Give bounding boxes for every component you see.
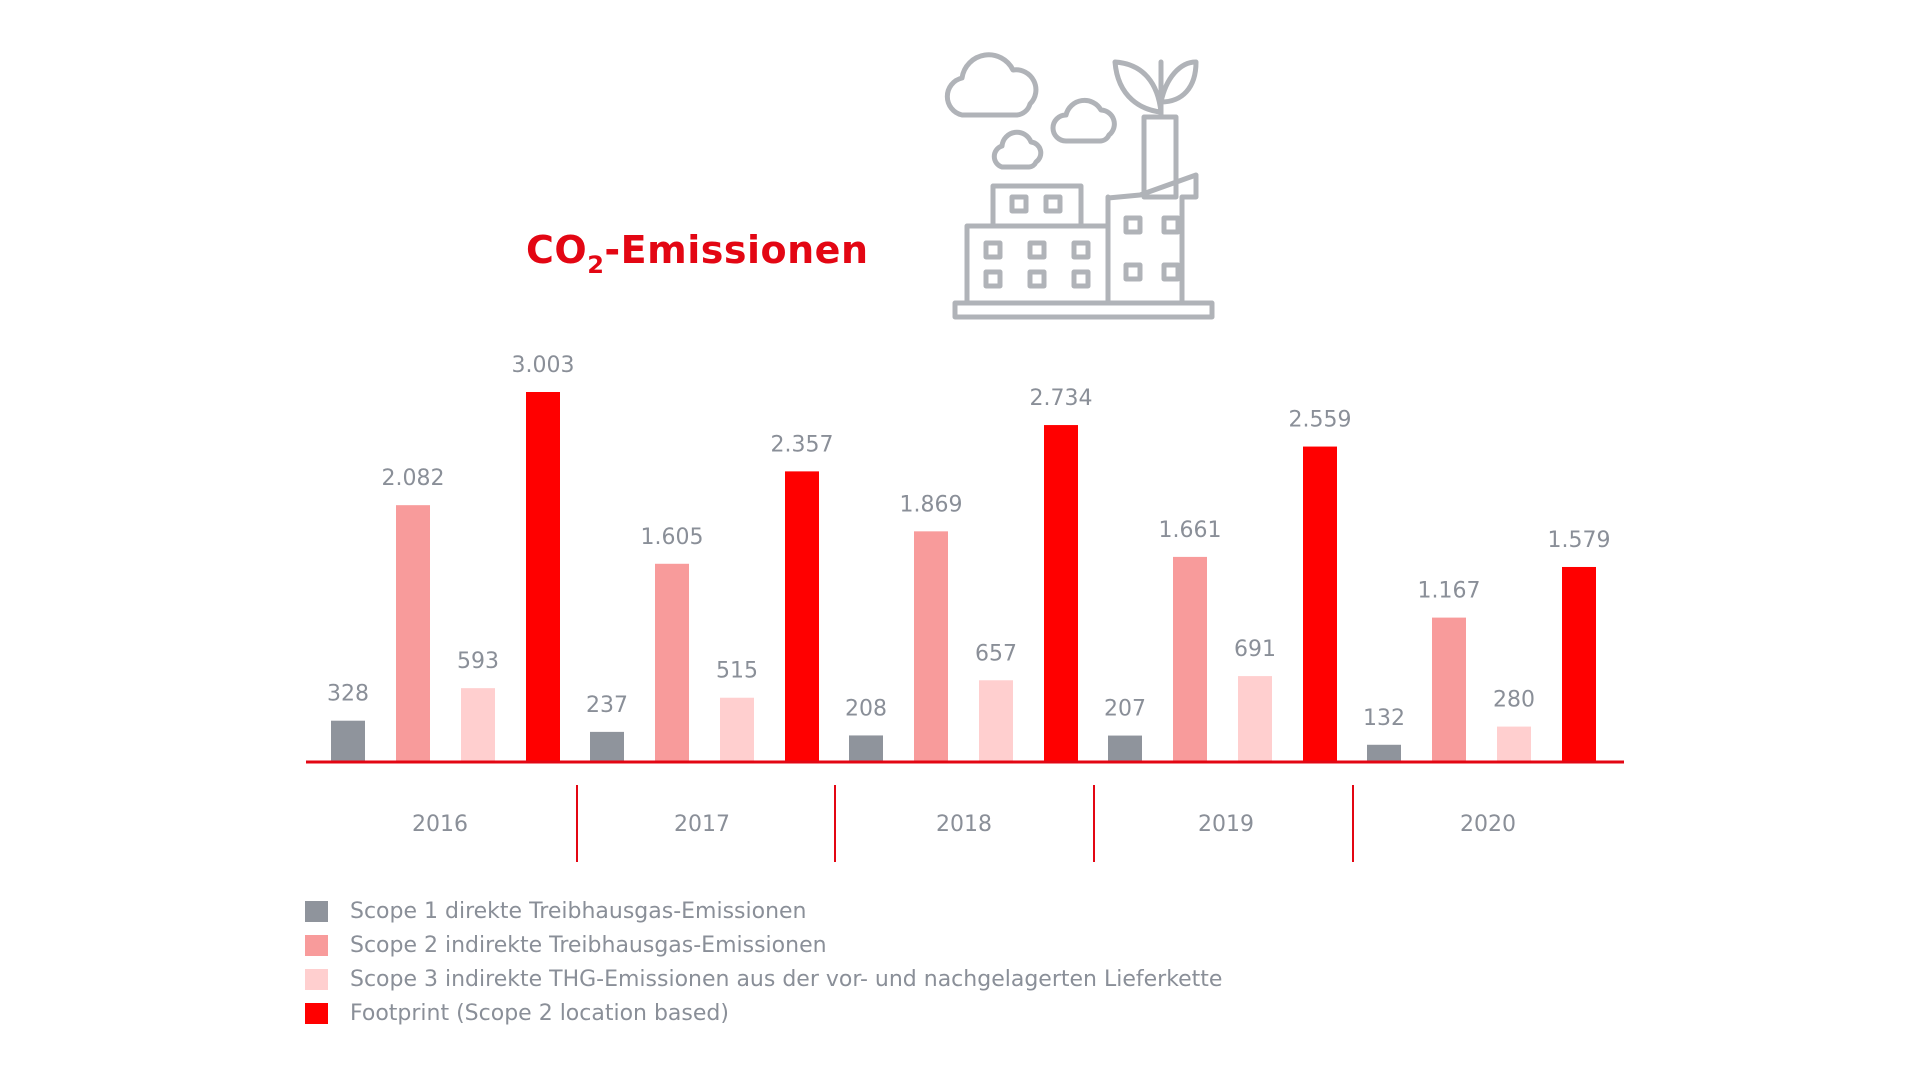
bar-scope1-2017 — [590, 731, 624, 761]
bar-footprint-2020 — [1562, 566, 1596, 761]
bar-scope1-2018 — [849, 735, 883, 761]
legend-swatch-footprint — [305, 1002, 328, 1024]
bar-scope3-2019 — [1238, 676, 1272, 761]
bar-scope3-2018 — [979, 680, 1013, 761]
legend-label-scope1: Scope 1 direkte Treibhausgas-Emissionen — [350, 898, 807, 924]
bar-scope1-2016 — [331, 720, 365, 761]
bar-scope2-2016 — [396, 505, 430, 761]
legend-swatch-scope2 — [305, 934, 328, 956]
x-tick-label-2018: 2018 — [936, 812, 992, 837]
data-label-scope1-2018: 208 — [845, 696, 887, 721]
data-label-scope1-2016: 328 — [327, 682, 369, 707]
data-label-footprint-2020: 1.579 — [1548, 528, 1611, 553]
bar-footprint-2019 — [1303, 446, 1337, 761]
legend-item-scope2: Scope 2 indirekte Treibhausgas-Emissione… — [305, 928, 1222, 962]
x-tick-label-2017: 2017 — [674, 812, 730, 837]
data-label-scope3-2017: 515 — [716, 659, 758, 684]
data-label-footprint-2018: 2.734 — [1030, 386, 1093, 411]
bar-scope2-2020 — [1432, 617, 1466, 761]
cloud-icon — [991, 129, 1044, 170]
data-label-scope3-2019: 691 — [1234, 637, 1276, 662]
x-tick-label-2016: 2016 — [412, 812, 468, 837]
legend-item-footprint: Footprint (Scope 2 location based) — [305, 996, 1222, 1030]
legend-item-scope1: Scope 1 direkte Treibhausgas-Emissionen — [305, 894, 1222, 928]
legend: Scope 1 direkte Treibhausgas-Emissionen … — [305, 894, 1222, 1030]
bar-footprint-2018 — [1044, 425, 1078, 761]
legend-swatch-scope3 — [305, 968, 328, 990]
bar-scope2-2017 — [655, 563, 689, 761]
x-tick-label-2020: 2020 — [1460, 812, 1516, 837]
data-label-scope3-2018: 657 — [975, 641, 1017, 666]
bar-scope2-2019 — [1173, 556, 1207, 761]
data-label-scope1-2019: 207 — [1104, 697, 1146, 722]
legend-label-footprint: Footprint (Scope 2 location based) — [350, 1000, 729, 1026]
cloud-icon — [944, 52, 1039, 118]
legend-swatch-scope1 — [305, 900, 328, 922]
bar-scope3-2016 — [461, 688, 495, 761]
bar-scope3-2020 — [1497, 726, 1531, 761]
bar-footprint-2017 — [785, 471, 819, 761]
data-label-scope3-2016: 593 — [457, 649, 499, 674]
bar-scope2-2018 — [914, 531, 948, 761]
data-label-scope2-2017: 1.605 — [641, 525, 704, 550]
legend-label-scope3: Scope 3 indirekte THG-Emissionen aus der… — [350, 966, 1223, 992]
legend-label-scope2: Scope 2 indirekte Treibhausgas-Emissione… — [350, 932, 827, 958]
data-label-scope2-2016: 2.082 — [382, 466, 445, 491]
chart-title-main: CO — [526, 228, 588, 272]
chart-title-suffix: -Emissionen — [604, 228, 869, 272]
x-tick-label-2019: 2019 — [1198, 812, 1254, 837]
data-label-scope1-2017: 237 — [586, 693, 628, 718]
data-label-footprint-2017: 2.357 — [771, 432, 834, 457]
data-label-scope2-2020: 1.167 — [1418, 579, 1481, 604]
bar-scope1-2020 — [1367, 744, 1401, 761]
data-label-scope3-2020: 280 — [1493, 688, 1535, 713]
bar-scope3-2017 — [720, 697, 754, 761]
chart-title-subscript: 2 — [587, 251, 605, 279]
chart-title: CO2-Emissionen — [526, 228, 869, 279]
bar-footprint-2016 — [526, 392, 560, 761]
data-label-scope1-2020: 132 — [1363, 706, 1405, 731]
data-label-footprint-2016: 3.003 — [512, 353, 575, 378]
bar-scope1-2019 — [1108, 735, 1142, 761]
cloud-icon — [1050, 97, 1117, 144]
data-label-footprint-2019: 2.559 — [1289, 408, 1352, 433]
data-label-scope2-2018: 1.869 — [900, 492, 963, 517]
legend-item-scope3: Scope 3 indirekte THG-Emissionen aus der… — [305, 962, 1222, 996]
data-label-scope2-2019: 1.661 — [1159, 518, 1222, 543]
